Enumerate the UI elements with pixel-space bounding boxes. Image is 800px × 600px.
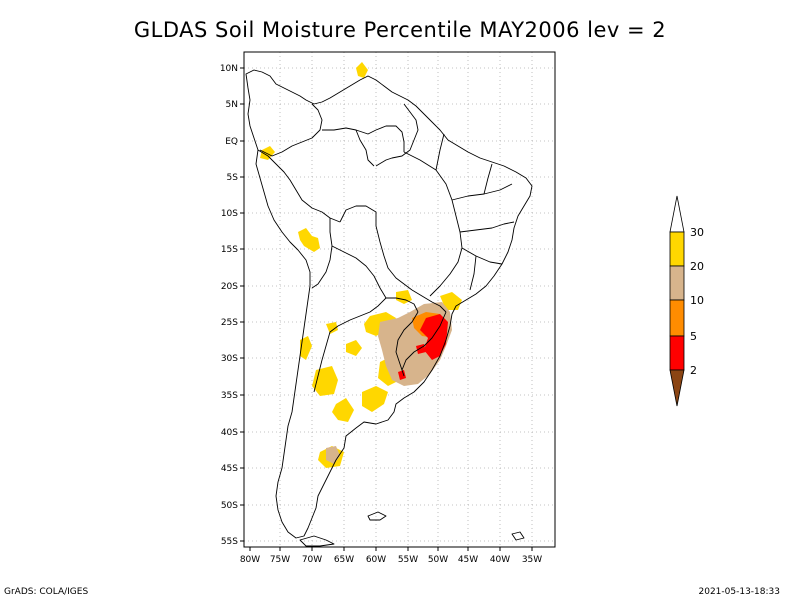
legend-swatch-above-30: [669, 195, 685, 233]
legend-swatch-5-10: [669, 299, 685, 337]
graticule-grid: [244, 52, 555, 547]
legend-label: 20: [690, 260, 704, 273]
legend-label: 5: [690, 330, 697, 343]
lon-label: 40W: [490, 555, 510, 565]
country-outlines: [245, 69, 533, 547]
lat-label: 40S: [221, 428, 238, 438]
lon-label: 60W: [366, 555, 386, 565]
map-title: GLDAS Soil Moisture Percentile MAY2006 l…: [133, 18, 667, 42]
shade-20-30: [260, 62, 462, 468]
lon-label: 80W: [240, 555, 260, 565]
legend-swatch-20-30: [669, 231, 685, 267]
lon-label: 55W: [398, 555, 418, 565]
lat-label: 45S: [221, 464, 238, 474]
lat-label: 20S: [221, 282, 238, 292]
timestamp: 2021-05-13-18:33: [698, 587, 781, 597]
lat-label: 25S: [221, 318, 238, 328]
latitude-axis: [240, 67, 244, 542]
lon-label: 70W: [302, 555, 322, 565]
lat-label: 5N: [226, 100, 238, 110]
color-legend: [669, 195, 685, 407]
lat-label: 50S: [221, 501, 238, 511]
grads-credit: GrADS: COLA/IGES: [4, 587, 89, 597]
coastline: [245, 69, 533, 539]
lat-label: 35S: [221, 391, 238, 401]
lat-label: EQ: [225, 137, 238, 147]
plot-frame: [243, 51, 556, 548]
legend-swatch-below-2: [669, 369, 685, 407]
legend-swatch-10-20: [669, 265, 685, 301]
legend-label: 30: [690, 226, 704, 239]
lat-label: 30S: [221, 354, 238, 364]
lat-label: 15S: [221, 245, 238, 255]
longitude-axis: [249, 547, 533, 551]
lat-label: 10N: [220, 64, 238, 74]
legend-label: 2: [690, 364, 697, 377]
percentile-shading: [260, 62, 462, 468]
lat-label: 5S: [227, 173, 239, 183]
lon-label: 65W: [334, 555, 354, 565]
lat-label: 55S: [221, 537, 238, 547]
lon-label: 35W: [522, 555, 542, 565]
lon-label: 75W: [270, 555, 290, 565]
legend-label: 10: [690, 294, 704, 307]
lat-label: 10S: [221, 209, 238, 219]
lon-label: 45W: [458, 555, 478, 565]
lon-label: 50W: [428, 555, 448, 565]
legend-swatch-2-5: [669, 335, 685, 371]
